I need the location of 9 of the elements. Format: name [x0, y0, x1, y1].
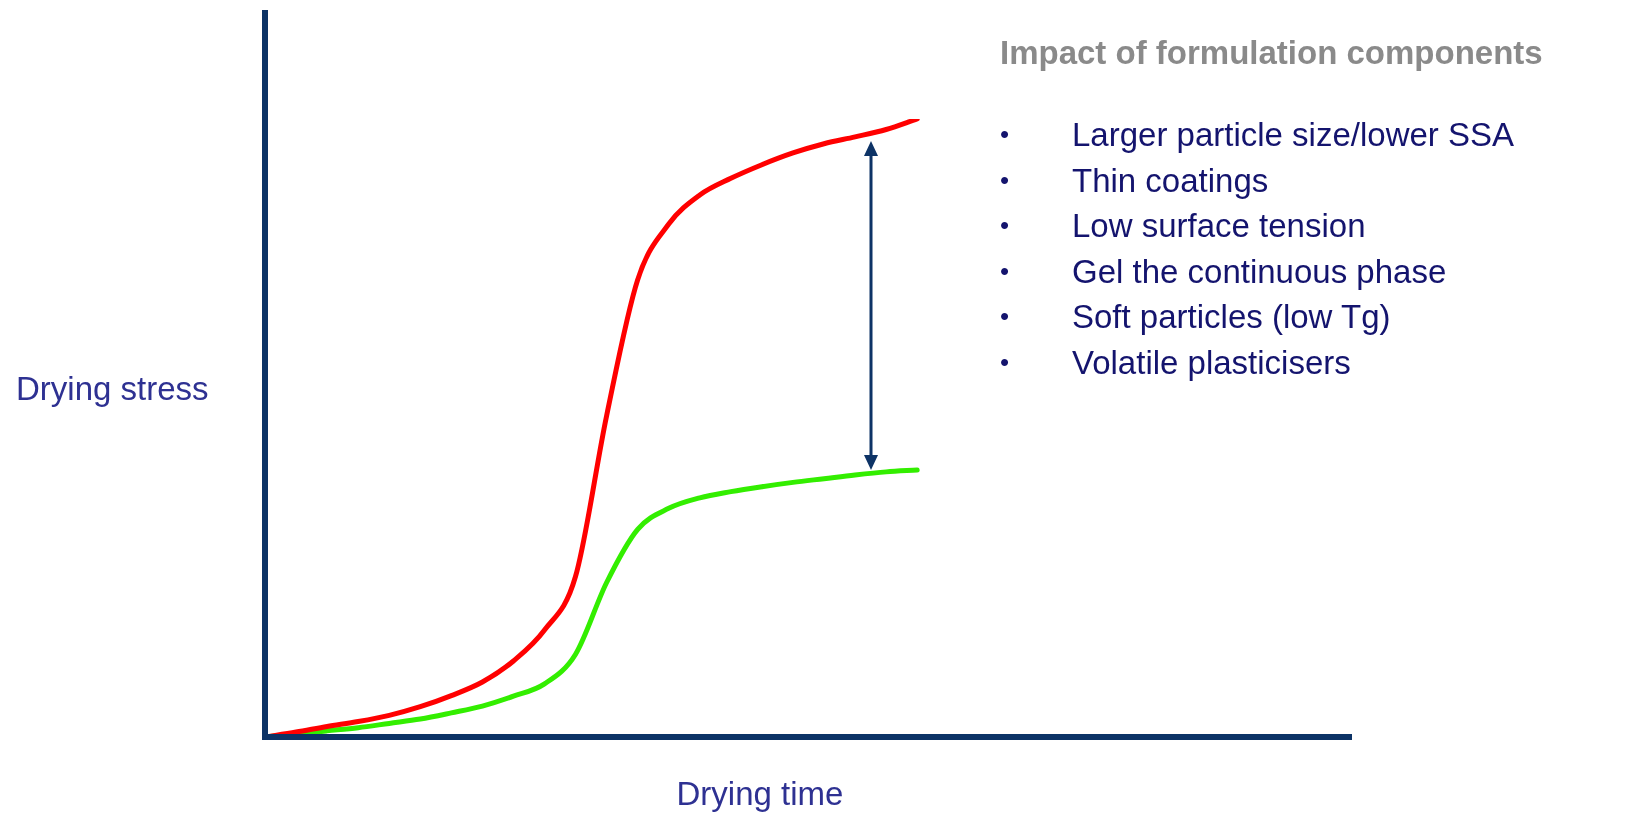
y-axis-title: Drying stress — [16, 370, 209, 408]
text: • Thin coatings — [1000, 161, 1269, 199]
text: • Volatile plasticisers — [1000, 343, 1351, 381]
text: • Larger particle size/lower SSA — [1000, 116, 1515, 153]
text: • Soft particles (low Tg) — [1000, 298, 1391, 336]
x-axis-title: Drying time — [676, 775, 844, 813]
text: • Gel the continuous phase — [1000, 252, 1447, 290]
text: Impact of formulation components — [1000, 34, 1543, 72]
text: • Low surface tension — [1000, 207, 1366, 245]
